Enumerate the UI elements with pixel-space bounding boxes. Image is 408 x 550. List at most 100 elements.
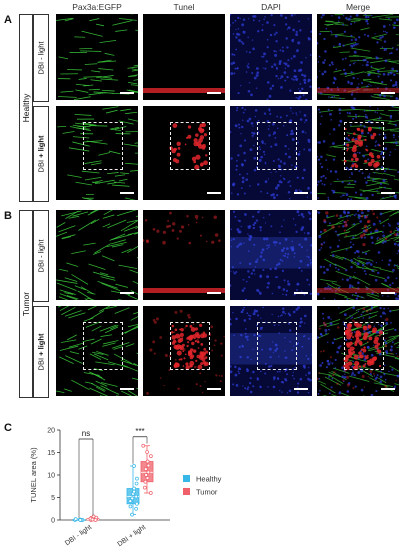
data-point [128, 499, 133, 503]
image-tumor-plus-pax3a [56, 306, 138, 396]
image-tumor-plus-tunel [143, 306, 225, 396]
data-point [90, 517, 95, 522]
significance-label: ns [82, 429, 90, 438]
region-of-interest-box [257, 122, 297, 170]
row-label: DBI - light [36, 41, 46, 75]
row-healthy-plus-light: DBI + light [33, 106, 49, 202]
image-tumor-plus-dapi [230, 306, 312, 396]
data-point [78, 518, 83, 522]
x-tick-label: DBI - light [64, 524, 93, 547]
group-label-tumor: Tumor [21, 291, 31, 317]
group-tumor: Tumor [19, 210, 33, 398]
scale-bar [381, 192, 395, 194]
image-tumor-minus-merge [317, 210, 399, 300]
image-healthy-plus-merge [317, 106, 399, 200]
y-tick-label: 5 [51, 495, 55, 502]
panel-letter-a: A [4, 14, 12, 26]
scale-bar [207, 92, 221, 94]
scale-bar [207, 292, 221, 294]
data-point [134, 481, 139, 486]
data-point [134, 506, 138, 511]
scale-bar [207, 388, 221, 390]
scale-bar [294, 192, 308, 194]
scale-bar [294, 92, 308, 94]
panel-letter-c: C [4, 422, 12, 434]
data-point [135, 501, 139, 506]
data-point [144, 473, 148, 477]
data-point [145, 459, 150, 464]
data-point [145, 476, 150, 481]
y-tick-label: 0 [51, 518, 55, 525]
legend-label-tumor: Tumor [196, 488, 218, 497]
image-healthy-minus-tunel [143, 14, 225, 100]
data-point [143, 479, 148, 484]
column-header-pax3a: Pax3a:EGFP [72, 2, 122, 12]
y-tick-label: 10 [47, 473, 55, 480]
image-tumor-minus-tunel [143, 210, 225, 300]
scale-bar [120, 388, 134, 390]
data-point [145, 450, 149, 454]
data-point [146, 463, 151, 468]
image-healthy-plus-pax3a [56, 106, 138, 200]
row-label: DBI + light [36, 135, 46, 173]
column-header-merge: Merge [345, 2, 371, 12]
panel-letter-b: B [4, 210, 12, 222]
image-healthy-plus-tunel [143, 106, 225, 200]
data-point [93, 518, 98, 522]
group-label-healthy: Healthy [21, 93, 31, 123]
region-of-interest-box [344, 322, 384, 370]
data-point [143, 467, 148, 472]
scale-bar [381, 92, 395, 94]
scale-bar [120, 92, 134, 94]
scale-bar [294, 388, 308, 390]
data-point [146, 470, 151, 475]
data-point [143, 485, 147, 490]
image-tumor-minus-dapi [230, 210, 312, 300]
row-tumor-minus-light: DBI - light [33, 210, 49, 302]
data-point [132, 464, 136, 468]
data-point [149, 454, 153, 458]
row-healthy-minus-light: DBI - light [33, 14, 49, 102]
column-header-tunel: Tunel [173, 2, 195, 12]
row-label: DBI + light [36, 333, 46, 371]
y-tick-label: 20 [47, 428, 55, 435]
region-of-interest-box [83, 122, 123, 170]
data-point [135, 476, 139, 481]
scale-bar [207, 192, 221, 194]
x-tick-label: DBI + light [117, 524, 148, 548]
image-healthy-plus-dapi [230, 106, 312, 200]
region-of-interest-box [257, 322, 297, 370]
y-axis-label: TUNEL area (%) [29, 447, 38, 503]
data-point [141, 443, 146, 448]
scale-bar [381, 388, 395, 390]
data-point [130, 496, 135, 501]
image-tumor-minus-pax3a [56, 210, 138, 300]
data-point [128, 504, 133, 509]
data-point [130, 512, 134, 517]
row-tumor-plus-light: DBI + light [33, 306, 49, 398]
image-healthy-minus-pax3a [56, 14, 138, 100]
legend-swatch-healthy [183, 475, 190, 482]
scale-bar [294, 292, 308, 294]
data-point [91, 514, 96, 519]
region-of-interest-box [344, 122, 384, 170]
image-healthy-minus-dapi [230, 14, 312, 100]
scale-bar [120, 192, 134, 194]
data-point [132, 489, 136, 494]
data-point [132, 486, 136, 491]
legend-swatch-tumor [183, 488, 190, 495]
data-point [148, 491, 153, 495]
column-header-dapi: DAPI [261, 2, 281, 12]
y-tick-label: 15 [47, 450, 55, 457]
region-of-interest-box [170, 122, 210, 170]
region-of-interest-box [83, 322, 123, 370]
row-label: DBI - light [36, 239, 46, 273]
tunel-area-box-plot: 0 5 10 15 20 TUNEL area (%) DBI - light DBI + l… [29, 427, 222, 549]
image-tumor-plus-merge [317, 306, 399, 396]
data-point [73, 517, 78, 521]
data-point [134, 494, 139, 499]
image-healthy-minus-merge [317, 14, 399, 100]
significance-label: *** [135, 427, 144, 436]
scale-bar [120, 292, 134, 294]
region-of-interest-box [170, 322, 210, 370]
